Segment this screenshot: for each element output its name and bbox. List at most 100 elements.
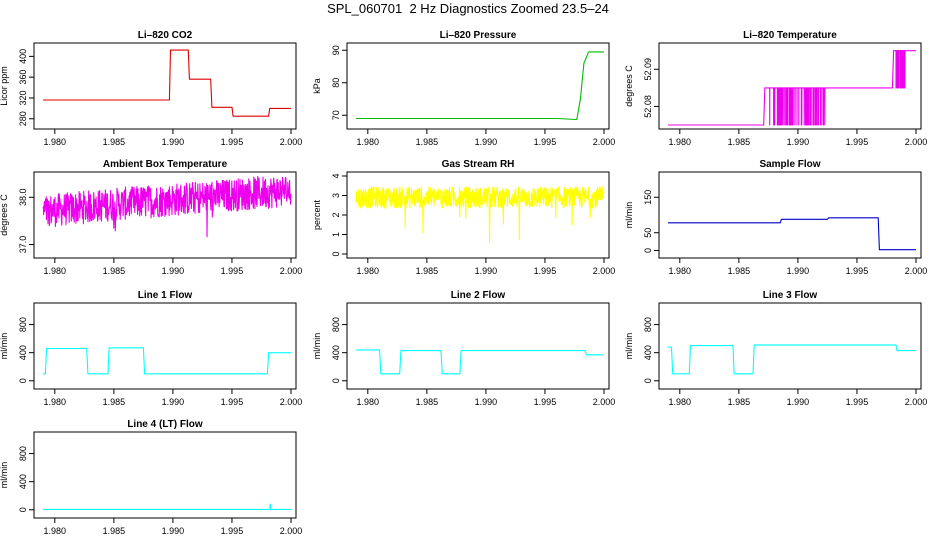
y-tick-label: 400 xyxy=(331,345,341,360)
x-tick-label: 1.995 xyxy=(534,266,557,276)
y-axis-label: ml/min xyxy=(624,202,634,229)
x-tick-label: 1.980 xyxy=(44,397,67,407)
x-tick-label: 2.000 xyxy=(593,137,616,147)
panel-title: Gas Stream RH xyxy=(442,159,515,170)
panel-gas-stream-rh: Gas Stream RH percent 1.980 1.985 1.990 1.995… xyxy=(312,159,615,276)
y-tick-label: 37.0 xyxy=(18,236,28,254)
x-tick-label: 1.990 xyxy=(475,397,498,407)
series-line xyxy=(356,349,604,375)
x-tick-label: 2.000 xyxy=(280,266,303,276)
x-tick-label: 2.000 xyxy=(280,397,303,407)
y-tick-label: 150 xyxy=(643,190,653,205)
series-line xyxy=(42,175,292,238)
y-tick-label: 50 xyxy=(643,228,653,238)
x-tick-label: 1.995 xyxy=(534,137,557,147)
panel-title: Li–820 Temperature xyxy=(743,30,837,41)
x-tick-label: 1.990 xyxy=(475,137,498,147)
panel-title: Ambient Box Temperature xyxy=(103,159,228,170)
y-tick-label: 3 xyxy=(331,193,341,198)
x-tick-label: 1.990 xyxy=(162,137,185,147)
y-tick-label: 52.08 xyxy=(643,95,653,118)
x-tick-label: 1.980 xyxy=(44,266,67,276)
x-tick-label: 1.985 xyxy=(103,137,126,147)
x-tick-label: 1.995 xyxy=(221,526,244,536)
x-tick-label: 1.995 xyxy=(221,137,244,147)
y-tick-label: 4 xyxy=(331,173,341,178)
x-tick-label: 2.000 xyxy=(905,397,928,407)
x-tick-label: 1.990 xyxy=(787,266,810,276)
y-tick-label: 400 xyxy=(18,49,28,64)
x-tick-label: 1.980 xyxy=(357,137,380,147)
plot-frame xyxy=(658,171,922,259)
x-tick-label: 1.985 xyxy=(103,526,126,536)
y-axis-label: degrees C xyxy=(624,65,634,107)
series-line xyxy=(43,347,291,375)
y-axis-label: ml/min xyxy=(624,333,634,360)
panel-line-1-flow: Line 1 Flow ml/min 1.980 1.985 1.990 1.995 2.0… xyxy=(0,290,302,407)
x-tick-label: 1.990 xyxy=(162,266,185,276)
plot-frame xyxy=(346,42,610,130)
plot-frame xyxy=(658,302,922,390)
x-tick-label: 1.990 xyxy=(162,397,185,407)
series-line xyxy=(668,344,916,375)
x-tick-label: 1.995 xyxy=(846,266,869,276)
x-tick-label: 1.980 xyxy=(669,266,692,276)
series-line xyxy=(356,51,604,121)
x-tick-label: 1.985 xyxy=(103,397,126,407)
x-tick-label: 1.990 xyxy=(787,137,810,147)
y-tick-label: 0 xyxy=(643,378,653,383)
panel-title: Li–820 CO2 xyxy=(138,30,193,41)
y-axis-label: kPa xyxy=(312,78,322,94)
series-line xyxy=(43,49,291,117)
y-tick-label: 2 xyxy=(331,212,341,217)
x-tick-label: 1.980 xyxy=(669,137,692,147)
y-tick-label: 800 xyxy=(18,446,28,461)
y-tick-label: 400 xyxy=(18,474,28,489)
panel-line-3-flow: Line 3 Flow ml/min 1.980 1.985 1.990 1.995 2.0… xyxy=(624,290,927,407)
panel-line-4-lt-flow: Line 4 (LT) Flow ml/min 1.980 1.985 1.990 1.9… xyxy=(0,419,302,536)
series-line xyxy=(668,50,916,126)
plot-frame xyxy=(346,171,610,259)
series-line xyxy=(355,186,605,244)
y-tick-label: 800 xyxy=(18,317,28,332)
panel-ambient-box-temperature: Ambient Box Temperature degrees C 1.980 1.9… xyxy=(0,159,302,276)
y-axis-label: percent xyxy=(312,199,322,230)
panel-li-820-co2: Li–820 CO2 Licor ppm 1.980 1.985 1.990 1.995 2… xyxy=(0,30,302,147)
x-tick-label: 1.995 xyxy=(221,397,244,407)
y-tick-label: 52.09 xyxy=(643,58,653,81)
panel-li-820-temperature: Li–820 Temperature degrees C 1.980 1.985 1.9… xyxy=(624,30,927,147)
x-tick-label: 2.000 xyxy=(905,266,928,276)
y-tick-label: 1 xyxy=(331,232,341,237)
x-tick-label: 1.985 xyxy=(416,266,439,276)
panel-title: Line 4 (LT) Flow xyxy=(127,419,203,430)
plot-frame xyxy=(33,302,297,390)
y-tick-label: 0 xyxy=(18,507,28,512)
x-tick-label: 1.985 xyxy=(728,137,751,147)
y-tick-label: 0 xyxy=(643,248,653,253)
plot-frame xyxy=(33,431,297,519)
y-tick-label: 90 xyxy=(331,45,341,55)
x-tick-label: 1.985 xyxy=(728,266,751,276)
y-tick-label: 360 xyxy=(18,70,28,85)
x-tick-label: 1.995 xyxy=(534,397,557,407)
x-tick-label: 2.000 xyxy=(280,137,303,147)
plot-frame xyxy=(346,302,610,390)
panel-title: Line 2 Flow xyxy=(451,290,506,301)
x-tick-label: 1.990 xyxy=(162,526,185,536)
y-tick-label: 320 xyxy=(18,90,28,105)
x-tick-label: 1.985 xyxy=(416,137,439,147)
plot-frame xyxy=(33,42,297,130)
panel-title: Line 1 Flow xyxy=(138,290,193,301)
y-tick-label: 400 xyxy=(18,345,28,360)
x-tick-label: 2.000 xyxy=(593,397,616,407)
series-line xyxy=(43,503,291,510)
x-tick-label: 1.990 xyxy=(475,266,498,276)
y-axis-label: degrees C xyxy=(0,194,9,236)
y-tick-label: 400 xyxy=(643,345,653,360)
x-tick-label: 1.980 xyxy=(44,526,67,536)
plot-frame xyxy=(658,42,922,130)
panel-li-820-pressure: Li–820 Pressure kPa 1.980 1.985 1.990 1.995 2.… xyxy=(312,30,615,147)
y-tick-label: 280 xyxy=(18,111,28,126)
y-tick-label: 38.0 xyxy=(18,189,28,207)
